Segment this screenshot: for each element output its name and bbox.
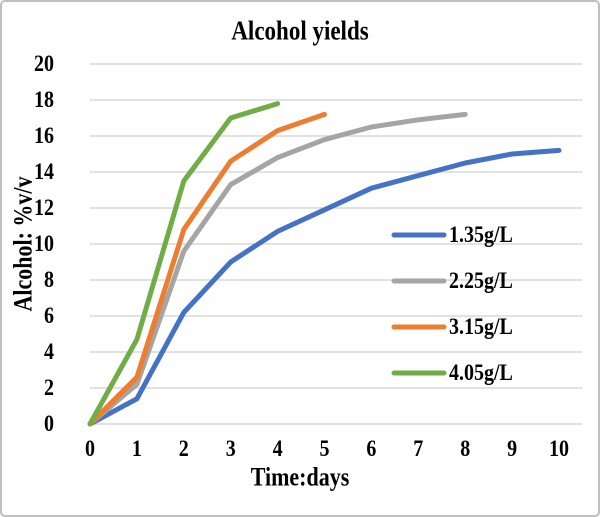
series-line-1.35g/L	[87, 147, 562, 427]
y-tick-label-8: 8	[14, 267, 54, 293]
y-tick-label-16: 16	[14, 123, 54, 149]
x-tick-label-3-text: 3	[225, 436, 236, 462]
y-tick-label-14-text: 14	[34, 159, 54, 185]
x-tick-label-10: 10	[539, 436, 579, 462]
chart-title-text: Alcohol yields	[231, 15, 369, 46]
x-tick-label-5: 5	[305, 436, 345, 462]
legend-label-3.15g/L: 3.15g/L	[449, 314, 513, 340]
y-tick-label-6-text: 6	[44, 303, 54, 329]
x-tick-label-2: 2	[164, 436, 204, 462]
x-tick-label-0: 0	[70, 436, 110, 462]
x-tick-label-6: 6	[351, 436, 391, 462]
y-tick-label-2: 2	[14, 375, 54, 401]
y-tick-label-16-text: 16	[34, 123, 54, 149]
series-line-2.25g/L	[87, 111, 468, 427]
y-tick-label-20-text: 20	[34, 51, 54, 77]
y-tick-label-4: 4	[14, 339, 54, 365]
series-line-3.15g/L	[87, 111, 327, 427]
legend-label-1.35g/L-text: 1.35g/L	[449, 222, 513, 248]
legend-label-2.25g/L-text: 2.25g/L	[449, 268, 513, 294]
x-tick-label-2-text: 2	[178, 436, 189, 462]
y-tick-label-6: 6	[14, 303, 54, 329]
legend-label-3.15g/L-text: 3.15g/L	[449, 314, 513, 340]
y-tick-label-0: 0	[14, 411, 54, 437]
x-axis-title-text: Time:days	[250, 461, 350, 492]
y-tick-label-4-text: 4	[44, 339, 54, 365]
y-tick-label-12: 12	[14, 195, 54, 221]
y-tick-label-8-text: 8	[44, 267, 54, 293]
series-line-4.05g/L	[87, 101, 281, 427]
legend-label-4.05g/L-text: 4.05g/L	[449, 360, 513, 386]
x-tick-label-8: 8	[445, 436, 485, 462]
y-tick-label-2-text: 2	[44, 375, 54, 401]
y-tick-label-14: 14	[14, 159, 54, 185]
x-tick-label-5-text: 5	[319, 436, 330, 462]
y-tick-label-12-text: 12	[34, 195, 54, 221]
x-tick-label-9-text: 9	[507, 436, 518, 462]
x-axis-title: Time:days	[2, 461, 598, 492]
y-tick-label-10: 10	[14, 231, 54, 257]
x-tick-label-10-text: 10	[549, 436, 569, 462]
x-tick-label-0-text: 0	[85, 436, 95, 462]
x-tick-label-1: 1	[117, 436, 157, 462]
y-tick-label-0-text: 0	[44, 411, 54, 437]
x-tick-label-4-text: 4	[272, 436, 283, 462]
chart-title: Alcohol yields	[2, 15, 598, 46]
y-tick-label-18: 18	[14, 87, 54, 113]
legend-label-4.05g/L: 4.05g/L	[449, 360, 513, 386]
y-tick-label-20: 20	[14, 51, 54, 77]
y-tick-label-10-text: 10	[34, 231, 54, 257]
y-tick-label-18-text: 18	[34, 87, 54, 113]
x-tick-label-1-text: 1	[131, 436, 142, 462]
x-tick-label-6-text: 6	[366, 436, 377, 462]
x-tick-label-3: 3	[211, 436, 251, 462]
x-tick-label-9: 9	[492, 436, 532, 462]
legend-label-1.35g/L: 1.35g/L	[449, 222, 513, 248]
legend-label-2.25g/L: 2.25g/L	[449, 268, 513, 294]
x-tick-label-4: 4	[258, 436, 298, 462]
x-tick-label-8-text: 8	[460, 436, 471, 462]
x-tick-label-7-text: 7	[413, 436, 424, 462]
x-tick-label-7: 7	[398, 436, 438, 462]
